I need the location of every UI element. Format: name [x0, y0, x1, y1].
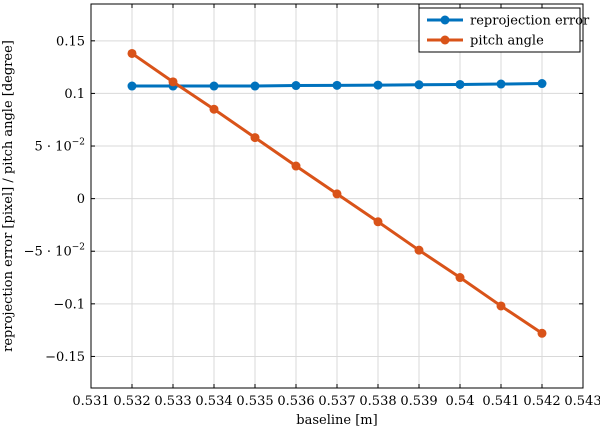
series-2-point [250, 133, 260, 143]
legend: reprojection error pitch angle [418, 7, 590, 53]
legend-swatch-marker [440, 15, 450, 25]
y-tick-label: 0.1 [64, 87, 85, 102]
series-1-point [209, 81, 219, 91]
legend-box [418, 7, 581, 53]
y-tick-mantissa: −5 · 10 [24, 245, 72, 260]
legend-label: pitch angle [470, 34, 544, 49]
series-1-point [332, 80, 342, 90]
series-2-point [373, 217, 383, 227]
x-axis-label: baseline [m] [296, 413, 377, 428]
x-tick-label: 0.54 [446, 394, 475, 409]
x-tick-label: 0.542 [523, 394, 560, 409]
series-1-point [291, 81, 301, 91]
y-tick-mantissa: −0.15 [45, 350, 85, 365]
y-tick-exponent: −2 [72, 243, 85, 253]
y-tick-mantissa: −0.1 [53, 297, 85, 312]
series-2-point [127, 48, 137, 58]
x-tick-label: 0.532 [113, 394, 150, 409]
series-2-point [414, 245, 424, 255]
x-tick-label: 0.539 [400, 394, 437, 409]
series-2-point [209, 104, 219, 114]
series-2-point [291, 161, 301, 171]
y-tick-mantissa: 0.1 [64, 87, 85, 102]
y-tick-label: 5 · 10−2 [35, 138, 86, 155]
y-tick-label: −0.15 [45, 350, 85, 365]
y-tick-label: −0.1 [53, 297, 85, 312]
series-1-point [250, 81, 260, 91]
y-tick-label: 0 [77, 192, 85, 207]
legend-label: reprojection error [470, 14, 590, 29]
y-tick-mantissa: 5 · 10 [35, 140, 72, 155]
x-tick-label: 0.537 [318, 394, 355, 409]
series-2-point [496, 301, 506, 311]
x-tick-label: 0.541 [482, 394, 519, 409]
series-1-point [537, 79, 547, 89]
x-tick-label: 0.535 [236, 394, 273, 409]
x-tick-label: 0.531 [72, 394, 109, 409]
y-tick-mantissa: 0 [77, 192, 85, 207]
x-tick-label: 0.538 [359, 394, 396, 409]
y-tick-mantissa: 0.15 [56, 34, 85, 49]
y-tick-label: −5 · 10−2 [24, 243, 85, 260]
x-tick-label: 0.534 [195, 394, 232, 409]
series-1-point [414, 80, 424, 90]
y-tick-label: 0.15 [56, 34, 85, 49]
series-2-point [537, 328, 547, 338]
series-1-point [455, 79, 465, 89]
x-tick-label: 0.543 [564, 394, 600, 409]
x-tick-label: 0.536 [277, 394, 314, 409]
legend-swatch-marker [440, 35, 450, 45]
axis-ticks: 0.531 0.532 0.533 0.534 0.535 0.536 0.537 0.538… [24, 4, 600, 409]
y-axis-label: reprojection error [pixel] / pitch angle… [1, 40, 16, 352]
y-tick-exponent: −2 [72, 138, 85, 148]
series-1-point [373, 80, 383, 90]
series-1-point [127, 81, 137, 91]
series [127, 48, 547, 338]
series-2-point [332, 189, 342, 199]
series-2-point [168, 77, 178, 87]
x-tick-label: 0.533 [154, 394, 191, 409]
series-1-point [496, 79, 506, 89]
series-2-point [455, 273, 465, 283]
